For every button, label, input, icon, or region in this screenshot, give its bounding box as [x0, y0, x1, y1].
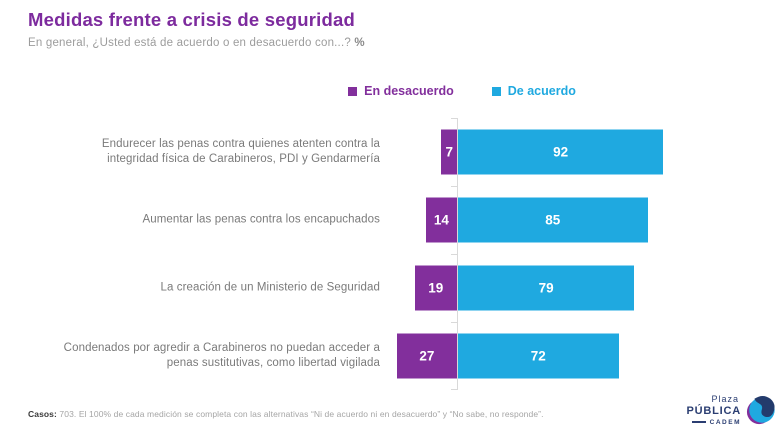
bar-de-acuerdo: 72 — [458, 333, 619, 379]
chart-row: La creación de un Ministerio de Segurida… — [0, 254, 784, 322]
category-label: Condenados por agredir a Carabineros no … — [63, 342, 380, 369]
axis-tick — [451, 254, 458, 255]
source-note: Casos: 703. El 100% de cada medición se … — [28, 409, 628, 419]
bar-en-desacuerdo: 14 — [425, 197, 457, 243]
legend-label-de-acuerdo: De acuerdo — [507, 84, 576, 98]
category-label: La creación de un Ministerio de Segurida… — [160, 281, 380, 294]
bar-en-desacuerdo: 27 — [396, 333, 457, 379]
page-title: Medidas frente a crisis de seguridad — [28, 9, 355, 30]
chart-row: Endurecer las penas contra quienes atent… — [0, 118, 784, 186]
bar-value: 85 — [545, 212, 561, 228]
axis-tick — [451, 118, 458, 119]
bar-value: 19 — [428, 280, 444, 296]
axis-tick — [451, 186, 458, 187]
bar-value: 92 — [553, 144, 569, 160]
bar-value: 79 — [538, 280, 554, 296]
logo-wordmark: Plaza PÚBLICA CADEM — [686, 393, 742, 426]
cadem-swirl-icon — [746, 396, 775, 425]
logo-cadem-label: CADEM — [709, 418, 741, 426]
legend-swatch-purple-icon — [348, 86, 358, 96]
logo-cadem-text: CADEM — [691, 418, 741, 426]
bar-de-acuerdo: 85 — [458, 197, 648, 243]
bar-value: 72 — [530, 348, 546, 364]
logo-publica-text: PÚBLICA — [686, 404, 741, 417]
chart-legend: En desacuerdo De acuerdo — [140, 84, 784, 98]
axis-tick — [451, 389, 458, 390]
bar-value: 7 — [445, 144, 453, 160]
legend-item-en-desacuerdo: En desacuerdo — [348, 84, 454, 98]
legend-swatch-cyan-icon — [491, 86, 501, 96]
subtitle-percent: % — [354, 37, 365, 49]
logo-plaza-text: Plaza — [711, 393, 739, 404]
source-note-prefix: Casos: — [28, 409, 57, 419]
bar-en-desacuerdo: 19 — [414, 265, 457, 311]
subtitle-text: En general, ¿Usted está de acuerdo o en … — [28, 37, 355, 49]
logo-dash — [691, 421, 706, 424]
plaza-publica-cadem-logo: Plaza PÚBLICA CADEM — [686, 393, 777, 426]
source-note-text: 703. El 100% de cada medición se complet… — [56, 409, 544, 419]
chart-subtitle: En general, ¿Usted está de acuerdo o en … — [28, 37, 365, 49]
category-label: Aumentar las penas contra los encapuchad… — [142, 213, 380, 226]
bar-value: 14 — [433, 212, 449, 228]
bar-en-desacuerdo: 7 — [441, 129, 457, 175]
bar-de-acuerdo: 79 — [458, 265, 635, 311]
bar-chart: Endurecer las penas contra quienes atent… — [0, 118, 784, 390]
axis-tick — [451, 322, 458, 323]
legend-label-en-desacuerdo: En desacuerdo — [364, 84, 454, 98]
bar-de-acuerdo: 92 — [458, 129, 664, 175]
chart-row: Condenados por agredir a Carabineros no … — [0, 322, 784, 390]
category-label: Endurecer las penas contra quienes atent… — [101, 138, 380, 165]
chart-row: Aumentar las penas contra los encapuchad… — [0, 186, 784, 254]
legend-item-de-acuerdo: De acuerdo — [491, 84, 576, 98]
bar-value: 27 — [419, 348, 435, 364]
